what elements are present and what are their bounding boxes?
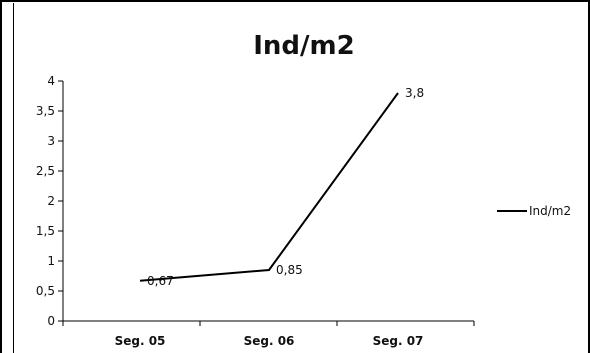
x-tick-label: Seg. 07 (373, 334, 424, 348)
legend-label: Ind/m2 (529, 204, 571, 218)
y-tick-label: 0,5 (36, 284, 55, 298)
y-tick-label: 3,5 (36, 104, 55, 118)
chart-inner-border (13, 3, 14, 353)
y-tick-label: 3 (47, 134, 55, 148)
y-ticks: 0 0,5 1 1,5 2 2,5 3 3,5 4 (36, 74, 63, 328)
y-tick-label: 2 (47, 194, 55, 208)
legend: Ind/m2 (497, 204, 571, 218)
x-tick-label: Seg. 05 (115, 334, 166, 348)
data-label: 0,67 (147, 274, 174, 288)
chart-title: Ind/m2 (253, 31, 354, 61)
series-line (139, 92, 399, 282)
series-layer: 0,67 0,85 3,8 (139, 86, 424, 288)
y-tick-label: 1 (47, 254, 55, 268)
data-label: 0,85 (276, 263, 303, 277)
data-label: 3,8 (405, 86, 424, 100)
y-tick-label: 1,5 (36, 224, 55, 238)
x-ticks: Seg. 05 Seg. 06 Seg. 07 (62, 321, 475, 348)
x-tick-label: Seg. 06 (244, 334, 295, 348)
y-tick-label: 2,5 (36, 164, 55, 178)
y-tick-label: 4 (47, 74, 55, 88)
y-tick-label: 0 (47, 314, 55, 328)
